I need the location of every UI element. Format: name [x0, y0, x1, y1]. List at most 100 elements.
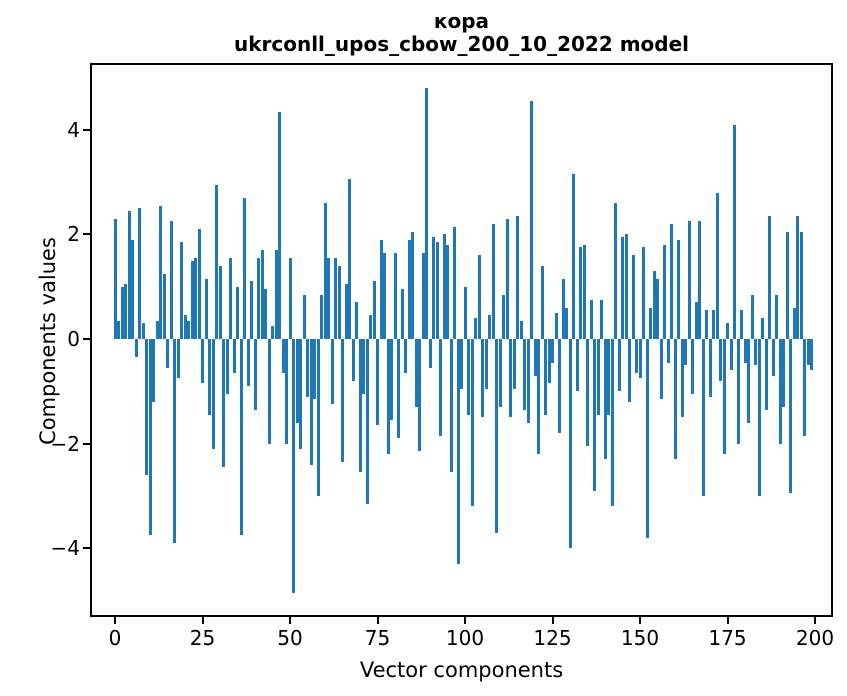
bar-component-59	[320, 294, 323, 339]
bar-component-198	[806, 339, 810, 366]
bar-component-92	[435, 242, 439, 339]
bar-component-193	[789, 339, 792, 494]
bar-component-20	[183, 315, 187, 339]
bar-component-81	[397, 339, 400, 439]
chart-subtitle: ukrconll_upos_cbow_200_10_2022 model	[233, 32, 690, 56]
x-tick-label-200: 200	[795, 626, 835, 650]
bar-component-4	[127, 210, 131, 339]
bar-component-118	[526, 339, 530, 423]
y-tick-mark-0	[83, 338, 90, 340]
bar-component-64	[337, 265, 341, 339]
bar-component-2	[120, 286, 124, 339]
bar-component-110	[498, 339, 502, 407]
x-tick-label-50: 50	[277, 626, 303, 650]
bar-component-39	[250, 281, 253, 339]
y-axis-label: Components values	[36, 237, 60, 445]
bar-component-101	[467, 339, 470, 415]
bar-component-13	[159, 205, 162, 339]
y-tick-label--2: −2	[50, 431, 80, 456]
bar-component-73	[369, 315, 372, 339]
bar-component-148	[631, 255, 635, 339]
bar-component-50	[288, 257, 292, 339]
bar-component-156	[659, 339, 663, 400]
x-tick-label-150: 150	[620, 626, 660, 650]
bar-component-183	[754, 339, 757, 366]
bar-component-109	[495, 339, 498, 533]
bar-component-62	[330, 339, 334, 405]
bar-component-169	[705, 310, 708, 339]
bar-component-67	[348, 179, 351, 339]
bar-component-144	[617, 339, 621, 392]
x-tick-mark-125	[551, 617, 554, 624]
bar-component-43	[264, 289, 267, 339]
bar-component-106	[484, 339, 488, 389]
bar-component-51	[292, 339, 295, 593]
bar-component-57	[313, 339, 316, 400]
bar-component-155	[656, 278, 659, 339]
bar-component-108	[491, 223, 495, 339]
bar-component-12	[155, 320, 159, 339]
bar-component-104	[477, 255, 481, 339]
y-tick-label-2: 2	[67, 222, 80, 247]
bar-component-27	[208, 339, 211, 415]
bar-component-21	[187, 320, 190, 339]
x-tick-mark-0	[114, 617, 116, 624]
y-tick-label-4: 4	[67, 117, 80, 142]
bar-component-88	[421, 252, 425, 339]
bar-component-23	[194, 257, 197, 339]
bar-component-52	[295, 339, 299, 423]
bar-component-175	[726, 323, 729, 339]
bar-component-0	[113, 218, 117, 339]
bar-component-71	[362, 339, 365, 394]
bar-component-176	[729, 339, 733, 371]
bar-component-120	[533, 339, 537, 376]
bar-component-171	[712, 310, 715, 339]
bar-component-38	[246, 339, 250, 387]
bar-component-97	[453, 226, 456, 339]
bar-component-145	[621, 237, 624, 339]
bar-component-77	[383, 252, 386, 339]
x-tick-label-0: 0	[108, 626, 122, 650]
bar-component-54	[302, 294, 306, 339]
bar-component-60	[323, 203, 327, 339]
bar-component-16	[169, 221, 173, 339]
chart-title: кора	[433, 9, 490, 33]
bar-component-87	[418, 339, 421, 452]
bar-component-30	[218, 265, 222, 339]
bar-component-184	[757, 339, 761, 496]
bar-component-74	[372, 281, 376, 339]
bar-component-84	[407, 239, 411, 339]
bar-component-61	[327, 257, 330, 339]
bar-component-159	[670, 223, 673, 339]
bar-component-114	[512, 339, 516, 389]
bar-component-126	[554, 312, 558, 339]
bar-component-188	[771, 339, 775, 376]
bar-component-197	[803, 339, 806, 436]
bar-component-32	[225, 339, 229, 394]
bar-component-69	[355, 302, 358, 339]
x-tick-label-125: 125	[533, 626, 572, 650]
bar-component-66	[344, 284, 348, 339]
bar-component-49	[285, 339, 288, 444]
bar-component-165	[691, 339, 694, 394]
bar-component-117	[523, 339, 526, 410]
bar-component-98	[456, 339, 460, 564]
bar-component-185	[761, 318, 764, 339]
bar-component-154	[652, 271, 656, 339]
bar-component-82	[400, 289, 404, 339]
bar-component-78	[386, 339, 390, 455]
bar-component-186	[764, 339, 768, 410]
bar-component-158	[666, 339, 670, 363]
bar-component-160	[673, 339, 677, 460]
bar-component-25	[201, 339, 204, 384]
bar-component-90	[428, 339, 432, 368]
bar-component-147	[628, 339, 631, 402]
bar-component-94	[442, 234, 446, 339]
bar-component-70	[358, 339, 362, 473]
bar-component-83	[404, 339, 407, 373]
bar-component-140	[603, 339, 607, 460]
bar-component-167	[698, 221, 701, 339]
bar-component-31	[222, 339, 225, 468]
bar-component-199	[810, 339, 813, 371]
